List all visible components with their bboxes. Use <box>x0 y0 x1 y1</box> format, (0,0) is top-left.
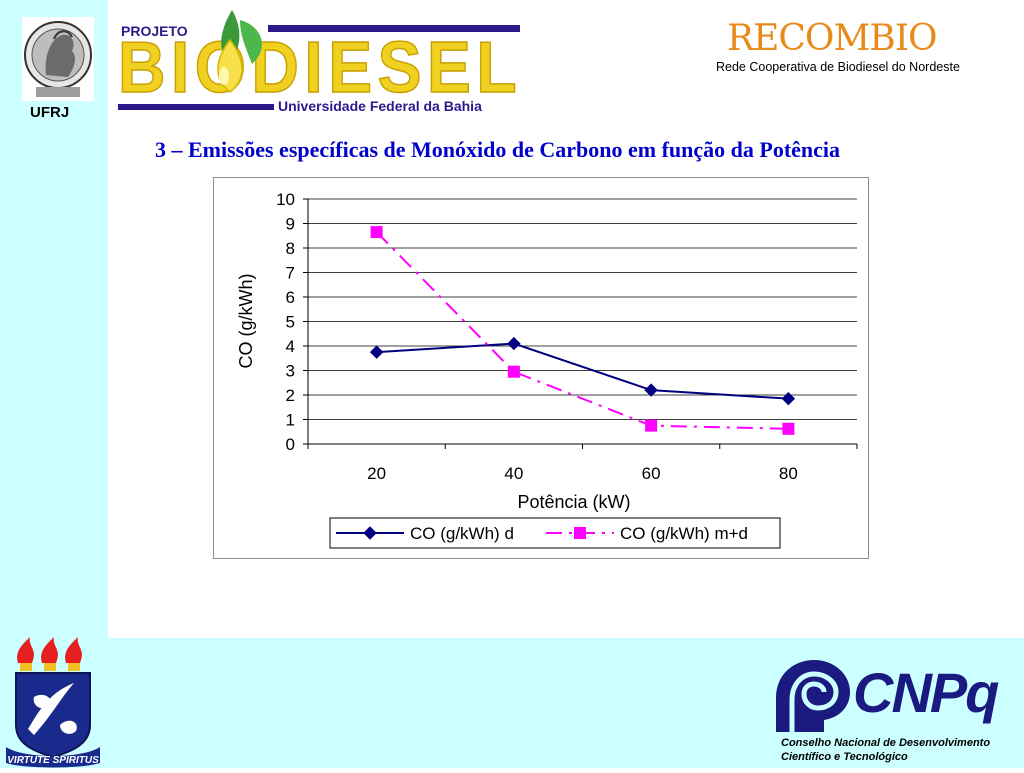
projeto-label: PROJETO <box>121 23 188 39</box>
y-tick-label: 10 <box>276 190 295 209</box>
recombio-title: RECOMBIO <box>727 18 937 59</box>
ufba-label: Universidade Federal da Bahia <box>278 98 482 114</box>
cnpq-name: CNPq <box>853 661 999 724</box>
ufba-motto: VIRTUTE SPIRITUS <box>7 755 99 766</box>
y-tick-label: 5 <box>286 313 295 332</box>
y-tick-label: 8 <box>286 239 295 258</box>
series-2-point <box>645 419 658 432</box>
ufrj-label: UFRJ <box>30 104 70 121</box>
series-1-point <box>644 383 658 397</box>
series-2-point <box>370 226 383 239</box>
series-1-point <box>369 345 384 359</box>
y-tick-label: 6 <box>286 288 295 307</box>
y-tick-label: 2 <box>286 386 295 405</box>
biodiesel-wordmark: BIODIESEL <box>118 28 522 108</box>
x-tick-label: 40 <box>504 464 523 483</box>
ufba-crest: VIRTUTE SPIRITUS <box>4 633 102 768</box>
series-line-1 <box>376 342 789 400</box>
co-emissions-chart: 0 1 2 3 4 5 6 7 8 9 10 20 40 60 80 CO (g/kWh) Potênci… <box>236 190 858 549</box>
cnpq-logo-icon <box>770 658 852 734</box>
chart-frame: 0 1 2 3 4 5 6 7 8 9 10 20 40 60 80 CO (g/kWh) Potênci… <box>213 177 869 559</box>
cnpq-line1: Conselho Nacional de Desenvolvimento <box>781 737 991 749</box>
biodiesel-logo: BIODIESEL <box>112 0 532 120</box>
series-1-point <box>507 336 521 351</box>
y-tick-label: 3 <box>286 362 295 381</box>
x-axis-label: Potência (kW) <box>517 492 630 512</box>
legend-label-2: CO (g/kWh) m+d <box>620 524 748 543</box>
legend-marker-1 <box>363 526 377 540</box>
bottom-band <box>0 638 1024 768</box>
y-tick-label: 9 <box>286 215 295 234</box>
x-tick-label: 20 <box>367 464 386 483</box>
cnpq-line2: Científico e Tecnológico <box>781 751 908 763</box>
y-tick-label: 4 <box>286 337 295 356</box>
series-2-point <box>782 422 795 435</box>
recombio-subtitle: Rede Cooperativa de Biodiesel do Nordest… <box>716 60 960 74</box>
y-tick-label: 7 <box>286 264 295 283</box>
legend-marker-2 <box>574 527 586 539</box>
y-tick-label: 0 <box>286 435 295 454</box>
y-axis-label: CO (g/kWh) <box>236 273 256 368</box>
legend-label-1: CO (g/kWh) d <box>410 524 514 543</box>
series-1-point <box>781 391 796 406</box>
series-line-2 <box>375 231 789 430</box>
y-tick-label: 1 <box>286 411 295 430</box>
ufrj-logo <box>22 17 94 101</box>
series-2-point <box>507 365 520 378</box>
chart-legend: CO (g/kWh) d CO (g/kWh) m+d <box>329 517 781 549</box>
x-tick-label: 60 <box>642 464 661 483</box>
x-tick-label: 80 <box>779 464 798 483</box>
slide-title: 3 – Emissões específicas de Monóxido de … <box>155 137 841 162</box>
